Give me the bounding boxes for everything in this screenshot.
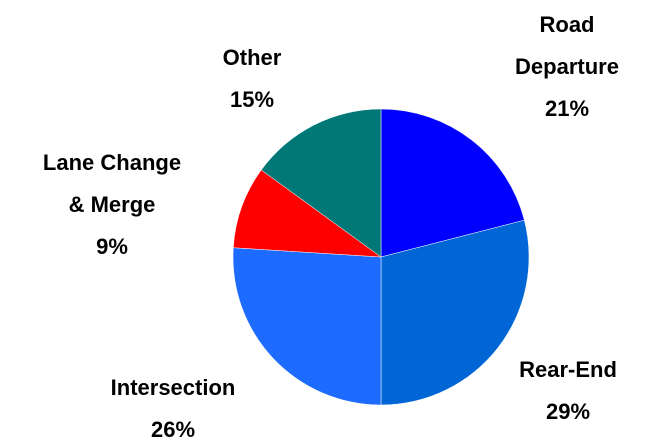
value-label: 9%	[96, 234, 128, 259]
slice-label: Rear-End 29%	[468, 349, 657, 433]
pie-slice	[233, 169, 382, 258]
slice-label: Other 15%	[152, 37, 352, 121]
pie-slice	[380, 108, 525, 258]
category-label: Lane Change & Merge	[42, 150, 182, 217]
category-label: Road Departure	[515, 12, 619, 79]
value-label: 29%	[545, 399, 591, 424]
category-label: Rear-End	[519, 357, 617, 382]
slice-label: Lane Change & Merge 9%	[40, 142, 185, 268]
value-label: 15%	[229, 87, 275, 112]
category-label: Intersection	[110, 375, 236, 400]
value-label: 21%	[544, 96, 590, 121]
pie-slice	[232, 247, 382, 406]
slice-label: Road Departure 21%	[492, 4, 642, 130]
slice-label: Intersection 26%	[73, 367, 273, 445]
value-label: 26%	[150, 417, 196, 442]
pie-slice	[260, 108, 382, 258]
category-label: Other	[222, 45, 282, 70]
pie-slice	[380, 219, 530, 406]
